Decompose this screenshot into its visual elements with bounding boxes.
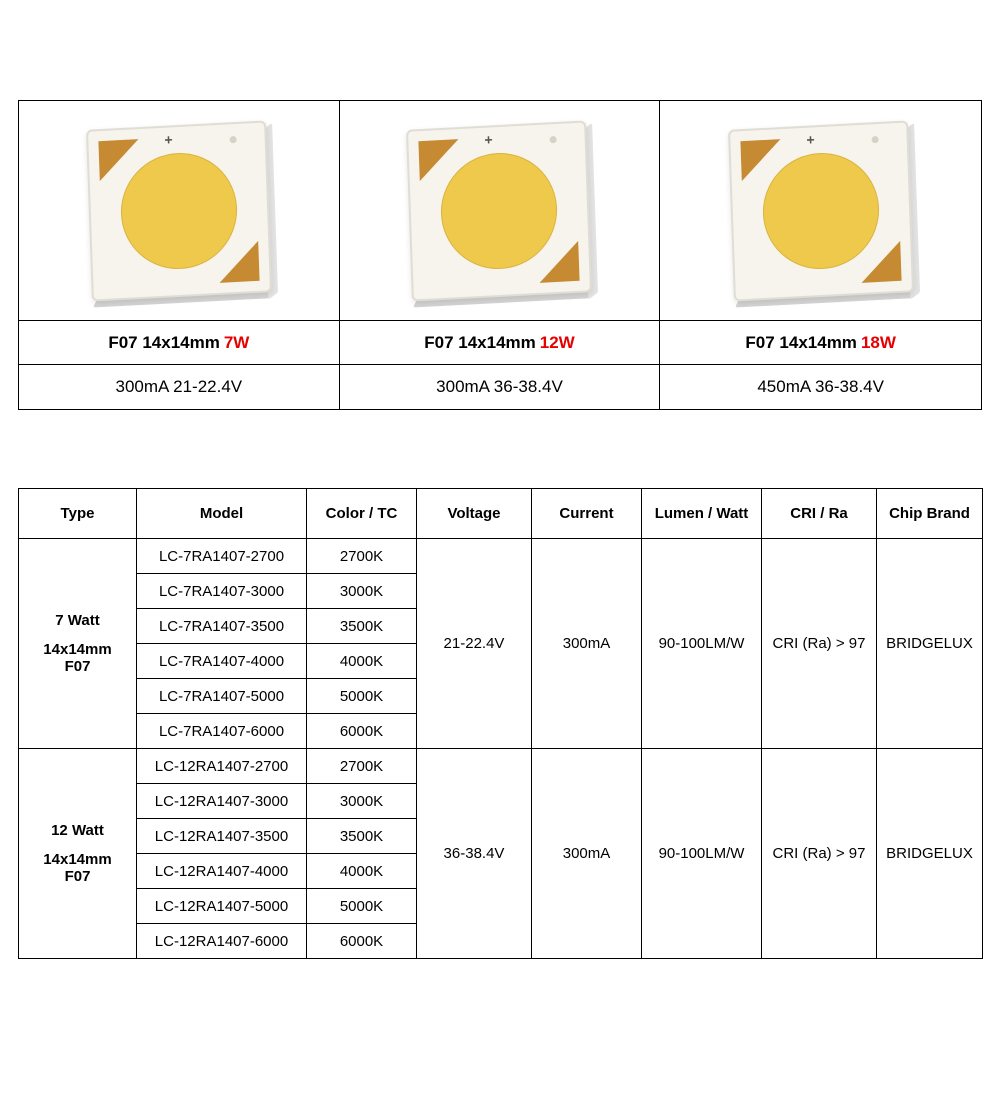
table-row: 7 Watt14x14mmF07LC-7RA1407-27002700K21-2…: [19, 539, 983, 574]
th-volt: Voltage: [417, 489, 532, 539]
product-wattage: 12W: [540, 333, 575, 353]
cell-brand: BRIDGELUX: [877, 749, 983, 959]
cell-type: 7 Watt 14x14mmF07: [19, 539, 137, 749]
th-cri: CRI / Ra: [762, 489, 877, 539]
cell-model: LC-12RA1407-3000: [137, 784, 307, 819]
cell-color: 3000K: [307, 574, 417, 609]
cob-chip-icon: +: [409, 125, 589, 297]
cell-color: 3500K: [307, 819, 417, 854]
cell-model: LC-7RA1407-4000: [137, 644, 307, 679]
product-title: F07 14x14mm 7W: [19, 321, 340, 365]
product-image-cell: +: [340, 101, 661, 321]
product-spec: 300mA 21-22.4V: [19, 365, 340, 409]
cell-lumen: 90-100LM/W: [642, 749, 762, 959]
product-title: F07 14x14mm 12W: [340, 321, 661, 365]
cell-brand: BRIDGELUX: [877, 539, 983, 749]
type-watt: 7 Watt: [19, 612, 136, 629]
cell-color: 3000K: [307, 784, 417, 819]
cob-chip-icon: +: [89, 125, 269, 297]
product-image-cell: +: [19, 101, 340, 321]
product-image-cell: +: [660, 101, 981, 321]
cell-model: LC-7RA1407-3000: [137, 574, 307, 609]
cell-cri: CRI (Ra) > 97: [762, 539, 877, 749]
cell-voltage: 21-22.4V: [417, 539, 532, 749]
type-code: F07: [19, 868, 136, 885]
th-type: Type: [19, 489, 137, 539]
cell-lumen: 90-100LM/W: [642, 539, 762, 749]
cell-model: LC-7RA1407-6000: [137, 714, 307, 749]
cell-model: LC-12RA1407-2700: [137, 749, 307, 784]
cell-model: LC-12RA1407-4000: [137, 854, 307, 889]
cell-model: LC-12RA1407-3500: [137, 819, 307, 854]
cell-model: LC-12RA1407-5000: [137, 889, 307, 924]
product-grid: + +: [18, 100, 982, 410]
cell-color: 4000K: [307, 854, 417, 889]
cell-color: 4000K: [307, 644, 417, 679]
cell-color: 2700K: [307, 539, 417, 574]
cell-current: 300mA: [532, 749, 642, 959]
product-spec: 450mA 36-38.4V: [660, 365, 981, 409]
cell-color: 5000K: [307, 889, 417, 924]
product-title-prefix: F07 14x14mm: [745, 333, 857, 353]
cell-color: 3500K: [307, 609, 417, 644]
type-dim: 14x14mm: [19, 641, 136, 658]
cell-model: LC-12RA1407-6000: [137, 924, 307, 959]
cell-cri: CRI (Ra) > 97: [762, 749, 877, 959]
th-brand: Chip Brand: [877, 489, 983, 539]
cell-color: 5000K: [307, 679, 417, 714]
cell-model: LC-7RA1407-2700: [137, 539, 307, 574]
cell-model: LC-7RA1407-3500: [137, 609, 307, 644]
th-model: Model: [137, 489, 307, 539]
cell-type: 12 Watt 14x14mmF07: [19, 749, 137, 959]
table-row: 12 Watt14x14mmF07LC-12RA1407-27002700K36…: [19, 749, 983, 784]
type-watt: 12 Watt: [19, 822, 136, 839]
product-spec: 300mA 36-38.4V: [340, 365, 661, 409]
product-wattage: 18W: [861, 333, 896, 353]
cell-color: 6000K: [307, 924, 417, 959]
product-title-prefix: F07 14x14mm: [424, 333, 536, 353]
cell-color: 6000K: [307, 714, 417, 749]
cell-model: LC-7RA1407-5000: [137, 679, 307, 714]
product-title: F07 14x14mm 18W: [660, 321, 981, 365]
type-code: F07: [19, 658, 136, 675]
type-dim: 14x14mm: [19, 851, 136, 868]
th-curr: Current: [532, 489, 642, 539]
cell-color: 2700K: [307, 749, 417, 784]
table-header-row: Type Model Color / TC Voltage Current Lu…: [19, 489, 983, 539]
cell-current: 300mA: [532, 539, 642, 749]
product-wattage: 7W: [224, 333, 250, 353]
cob-chip-icon: +: [731, 125, 911, 297]
spec-table: Type Model Color / TC Voltage Current Lu…: [18, 488, 983, 959]
product-title-prefix: F07 14x14mm: [108, 333, 220, 353]
cell-voltage: 36-38.4V: [417, 749, 532, 959]
th-lumen: Lumen / Watt: [642, 489, 762, 539]
th-color: Color / TC: [307, 489, 417, 539]
